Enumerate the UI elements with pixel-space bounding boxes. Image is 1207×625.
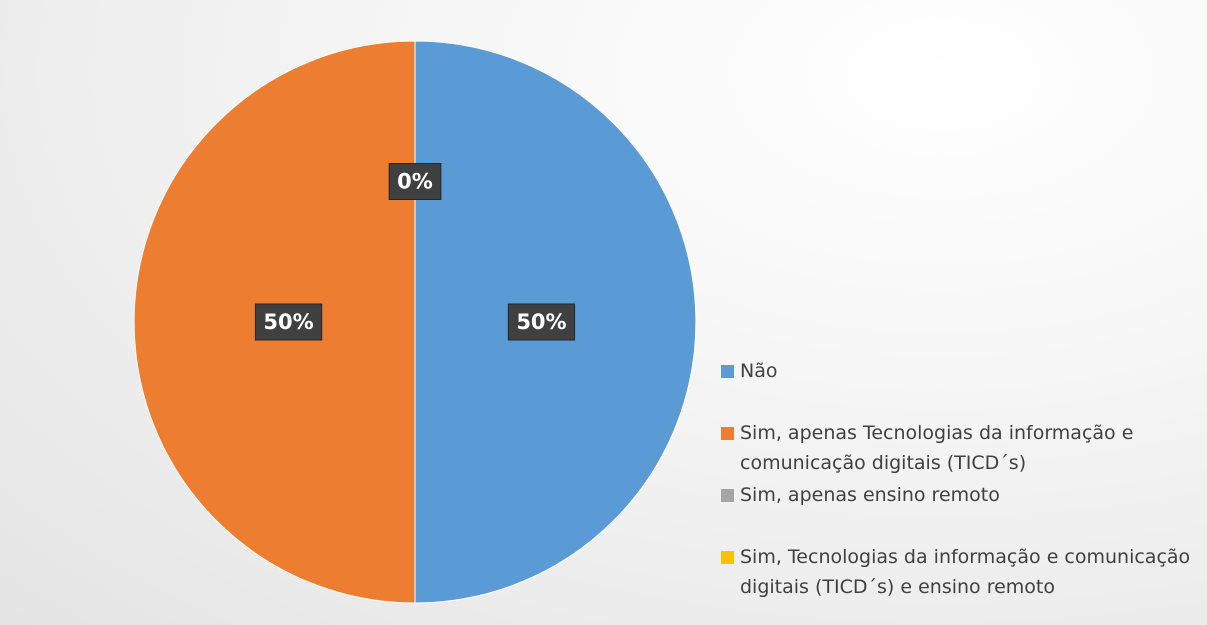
legend-label: Sim, Tecnologias da informação e comunic… (740, 546, 1191, 598)
legend-label: Não (740, 360, 778, 382)
legend-swatch (721, 489, 734, 502)
legend-item: Sim, apenas Tecnologias da informação e … (718, 418, 1203, 478)
legend-label: Sim, apenas ensino remoto (740, 484, 1000, 506)
legend-item: Sim, Tecnologias da informação e comunic… (718, 542, 1203, 602)
data-label-text: 50% (516, 310, 566, 334)
legend-swatch (721, 551, 734, 564)
data-label-text: 0% (397, 170, 433, 194)
legend-label: Sim, apenas Tecnologias da informação e … (740, 422, 1134, 474)
legend-item: Sim, apenas ensino remoto (718, 480, 1203, 510)
data-label: 50% (254, 303, 323, 341)
data-label: 0% (388, 163, 442, 200)
data-label-box (254, 303, 323, 341)
legend-swatch (721, 427, 734, 440)
legend-item: Não (718, 356, 1203, 386)
legend-swatch (721, 365, 734, 378)
data-label-text: 50% (263, 310, 313, 334)
data-label: 50% (507, 303, 576, 341)
data-label-box (388, 163, 442, 200)
data-label-box (507, 303, 576, 341)
